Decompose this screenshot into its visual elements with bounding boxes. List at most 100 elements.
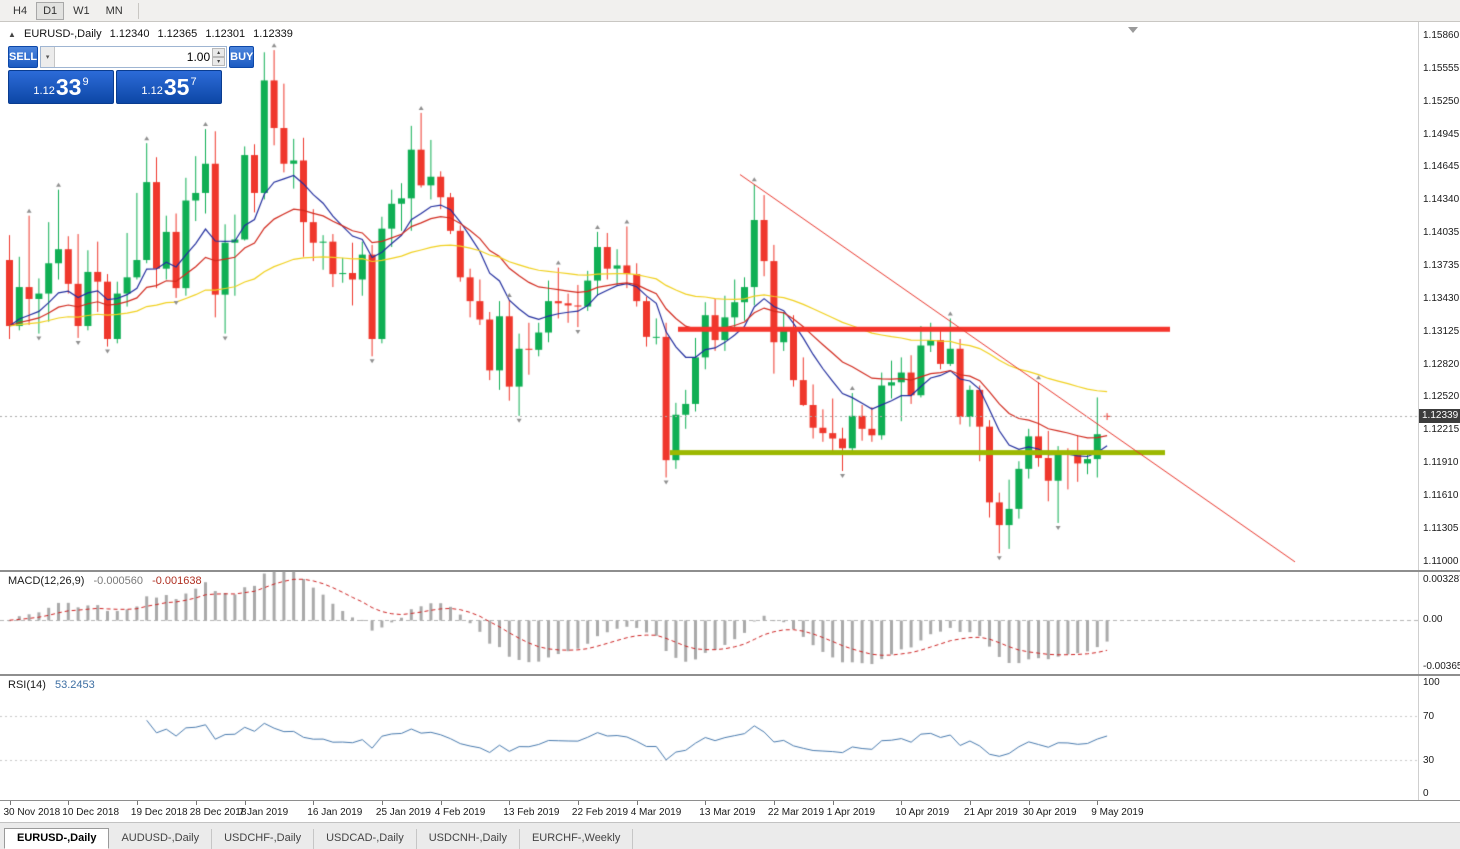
time-axis-label: 1 Apr 2019	[826, 807, 876, 818]
rsi-label: RSI(14) 53.2453	[8, 679, 95, 691]
trade-panel-controls: SELL ▾ ▴ ▾ BUY	[8, 46, 255, 68]
time-axis-label: 22 Feb 2019	[571, 807, 629, 818]
time-axis-tick	[636, 801, 638, 805]
volume-increase-button[interactable]: ▴	[212, 48, 226, 57]
time-axis-tick	[1097, 801, 1099, 805]
time-axis-label: 16 Jan 2019	[307, 807, 363, 818]
symbol-marker-icon: ▲	[8, 30, 16, 39]
buy-price-prefix: 1.12	[141, 85, 163, 97]
chart-tab-usdcnhdaily[interactable]: USDCNH-,Daily	[417, 829, 520, 849]
price-axis-label: 1.11000	[1423, 555, 1459, 567]
chevron-down-icon: ▾	[45, 54, 50, 61]
sell-price-box[interactable]: 1.12 33 9	[8, 70, 114, 104]
time-axis-label: 13 Feb 2019	[503, 807, 560, 818]
chart-tab-eurusddaily[interactable]: EURUSD-,Daily	[4, 828, 110, 849]
toolbar-separator	[137, 2, 139, 19]
macd-axis-label: 0.00	[1423, 614, 1443, 626]
buy-price-box[interactable]: 1.12 35 7	[116, 70, 222, 104]
chart-ohlc-header: ▲ EURUSD-,Daily 1.12340 1.12365 1.12301 …	[8, 28, 298, 40]
timeframe-toolbar: H4 D1 W1 MN	[0, 0, 1460, 22]
price-axis-label: 1.14035	[1423, 227, 1460, 239]
price-axis-label: 1.15555	[1423, 62, 1460, 74]
time-axis-label: 4 Mar 2019	[630, 807, 682, 818]
chart-tab-audusddaily[interactable]: AUDUSD-,Daily	[109, 829, 213, 849]
time-axis-tick	[901, 801, 903, 805]
volume-input[interactable]	[55, 47, 227, 67]
time-axis-tick	[832, 801, 834, 805]
timeframe-group: H4 D1 W1 MN	[6, 1, 132, 20]
time-axis-label: 7 Jan 2019	[238, 807, 289, 818]
chart-tab-eurchfweekly[interactable]: EURCHF-,Weekly	[520, 829, 634, 849]
price-axis-label: 1.12215	[1423, 424, 1460, 436]
open-value: 1.12340	[109, 28, 150, 40]
time-axis-label: 10 Dec 2018	[62, 807, 120, 818]
macd-name: MACD(12,26,9)	[8, 575, 85, 587]
macd-panel: MACD(12,26,9) -0.000560 -0.001638 0.0032…	[0, 572, 1460, 674]
timeframe-button-w1[interactable]: W1	[66, 2, 97, 20]
time-axis-label: 21 Apr 2019	[963, 807, 1018, 818]
timeframe-button-mn[interactable]: MN	[99, 2, 130, 20]
high-value: 1.12365	[157, 28, 198, 40]
macd-axis-label: -0.003659	[1423, 661, 1460, 672]
sell-price-prefix: 1.12	[33, 85, 55, 97]
rsi-axis-label: 100	[1423, 677, 1440, 688]
timeframe-button-d1[interactable]: D1	[36, 1, 65, 20]
chart-shift-marker[interactable]	[1128, 27, 1138, 33]
time-axis-tick	[68, 801, 70, 805]
time-axis-label: 30 Nov 2018	[3, 807, 61, 818]
macd-label: MACD(12,26,9) -0.000560 -0.001638	[8, 575, 202, 587]
macd-main-value: -0.000560	[93, 575, 144, 587]
rsi-canvas[interactable]	[0, 676, 1418, 800]
time-axis-tick	[705, 801, 707, 805]
time-axis[interactable]: 30 Nov 2018 10 Dec 2018 19 Dec 2018 28 Dec …	[0, 800, 1460, 822]
rsi-panel: RSI(14) 53.2453 100 70 30 0	[0, 676, 1460, 800]
time-axis-label: 22 Mar 2019	[767, 807, 825, 818]
price-axis-label: 1.15860	[1423, 29, 1460, 41]
time-axis-tick	[136, 801, 138, 805]
chart-tab-usdcaddaily[interactable]: USDCAD-,Daily	[314, 829, 417, 849]
caret-up-icon: ▴	[217, 49, 221, 56]
time-axis-label: 30 Apr 2019	[1022, 807, 1077, 818]
buy-price-pipette: 7	[190, 76, 197, 88]
time-axis-label: 28 Dec 2018	[189, 807, 247, 818]
time-axis-tick	[1028, 801, 1030, 805]
buy-price-big: 35	[163, 73, 190, 100]
rsi-axis-label: 30	[1423, 755, 1435, 767]
price-axis-label: 1.12520	[1423, 391, 1460, 403]
one-click-trading-panel: SELL ▾ ▴ ▾ BUY 1.12 33 9 1	[8, 46, 255, 104]
time-axis-label: 25 Jan 2019	[375, 807, 431, 818]
price-axis-label: 1.14340	[1423, 194, 1460, 206]
time-axis-label: 13 Mar 2019	[699, 807, 756, 818]
volume-decrease-button[interactable]: ▾	[212, 57, 226, 66]
caret-down-icon: ▾	[217, 58, 221, 65]
price-axis-label: 1.13430	[1423, 292, 1460, 304]
sell-price-big: 33	[55, 73, 82, 100]
time-axis-tick	[773, 801, 775, 805]
macd-axis-label: 0.003287	[1423, 574, 1460, 585]
rsi-panel-divider[interactable]	[0, 674, 1460, 676]
macd-canvas[interactable]	[0, 572, 1418, 674]
time-axis-label: 9 May 2019	[1091, 807, 1144, 818]
price-chart-canvas[interactable]	[0, 22, 1418, 570]
rsi-axis[interactable]: 100 70 30 0	[1418, 676, 1460, 800]
price-axis[interactable]: 1.12339 1.15860 1.15555 1.15250 1.14945 1.14…	[1418, 22, 1460, 570]
buy-button[interactable]: BUY	[229, 46, 255, 68]
rsi-name: RSI(14)	[8, 679, 46, 691]
time-axis-label: 19 Dec 2018	[130, 807, 188, 818]
time-axis-tick	[969, 801, 971, 805]
macd-signal-value: -0.001638	[152, 575, 202, 587]
rsi-axis-label: 0	[1423, 788, 1429, 799]
volume-dropdown-button[interactable]: ▾	[41, 47, 56, 67]
price-axis-label: 1.11610	[1423, 489, 1459, 501]
time-axis-tick	[577, 801, 579, 805]
time-axis-tick	[195, 801, 197, 805]
close-value: 1.12339	[253, 28, 293, 40]
macd-axis[interactable]: 0.003287 0.00 -0.003659	[1418, 572, 1460, 674]
low-value: 1.12301	[205, 28, 246, 40]
timeframe-button-h4[interactable]: H4	[6, 2, 34, 20]
chart-tab-usdchfdaily[interactable]: USDCHF-,Daily	[212, 829, 315, 849]
sell-button[interactable]: SELL	[8, 46, 39, 68]
macd-panel-divider[interactable]	[0, 570, 1460, 572]
time-axis-label: 4 Feb 2019	[434, 807, 486, 818]
